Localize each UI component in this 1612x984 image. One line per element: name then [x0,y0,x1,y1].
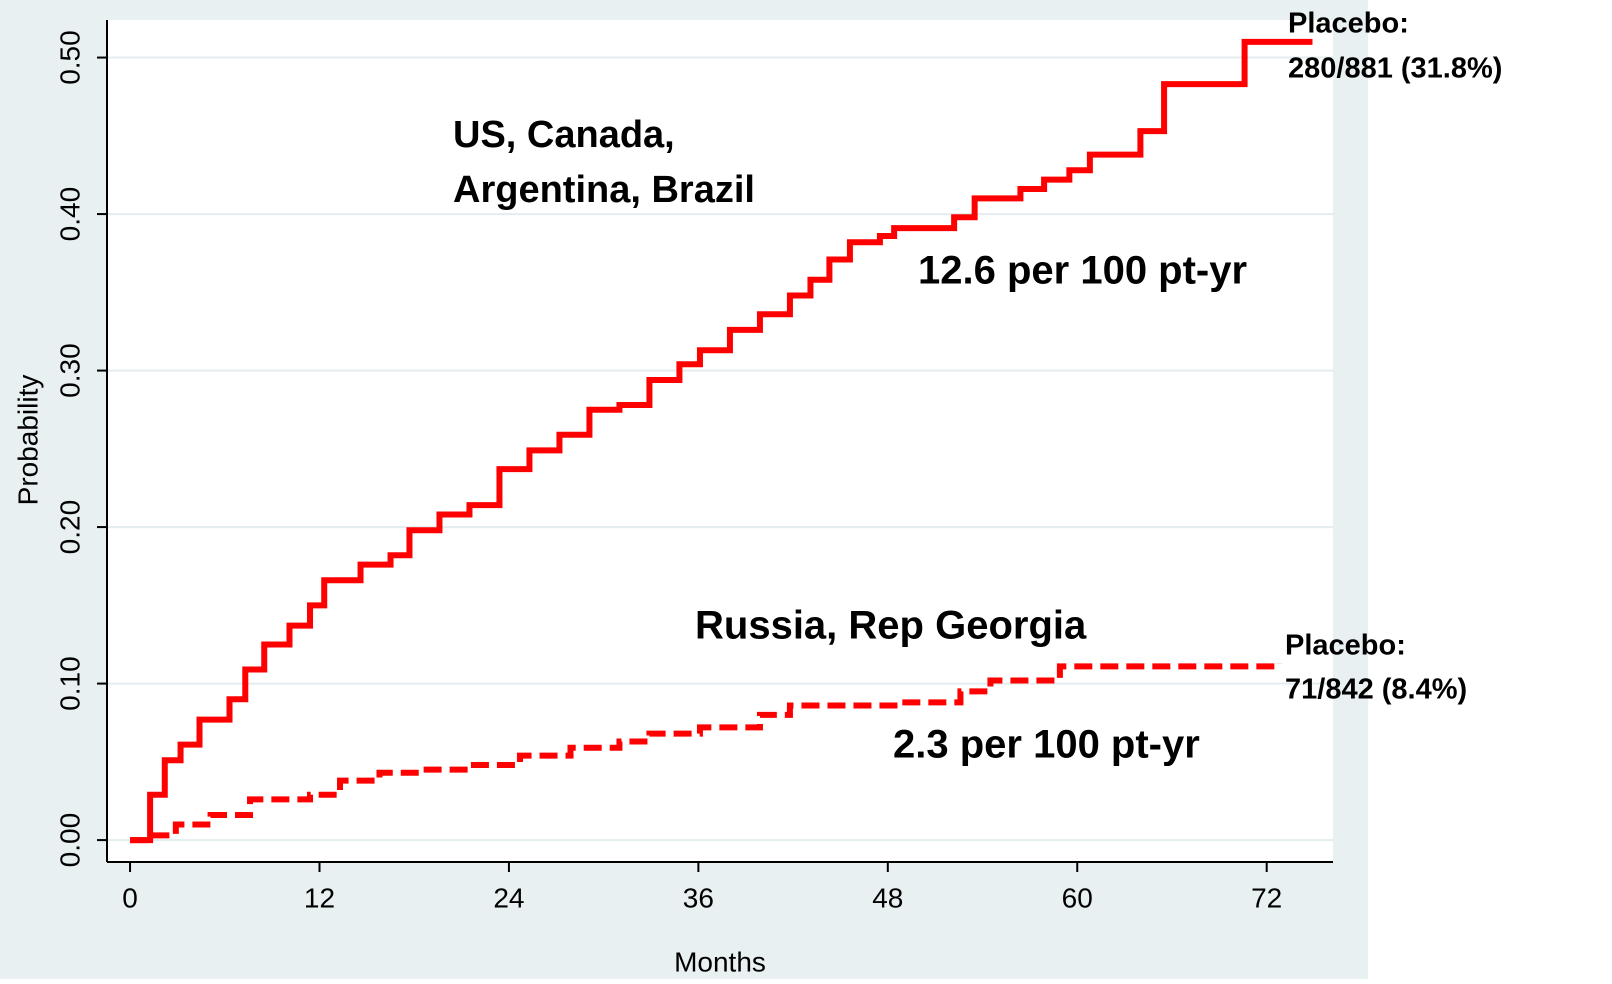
annotation: 12.6 per 100 pt-yr [918,249,1247,293]
y-tick-label: 0.20 [54,500,85,555]
survival-curve [130,663,1283,844]
annotation: Argentina, Brazil [453,169,755,211]
y-tick-label: 0.00 [54,813,85,868]
annotation: Placebo: [1288,8,1409,40]
plot-area [107,20,1333,862]
y-tick-label: 0.10 [54,656,85,711]
x-tick-label: 60 [1062,882,1093,913]
x-tick-label: 0 [122,882,138,913]
x-tick-label: 72 [1251,882,1282,913]
y-tick-label: 0.50 [54,30,85,85]
y-tick-label: 0.40 [54,187,85,242]
survival-curve [130,38,1313,844]
y-tick-label: 0.30 [54,343,85,398]
x-tick-label: 48 [872,882,903,913]
annotation: 71/842 (8.4%) [1285,674,1467,706]
x-tick-label: 36 [683,882,714,913]
x-tick-label: 12 [304,882,335,913]
annotation: Russia, Rep Georgia [695,604,1087,648]
x-tick-label: 24 [493,882,524,913]
annotation: 280/881 (31.8%) [1288,53,1502,85]
annotation: Placebo: [1285,630,1406,662]
x-axis-label: Months [674,946,766,977]
annotation: US, Canada, [453,114,675,156]
y-axis-label: Probability [12,375,43,506]
annotation: 2.3 per 100 pt-yr [893,723,1200,767]
